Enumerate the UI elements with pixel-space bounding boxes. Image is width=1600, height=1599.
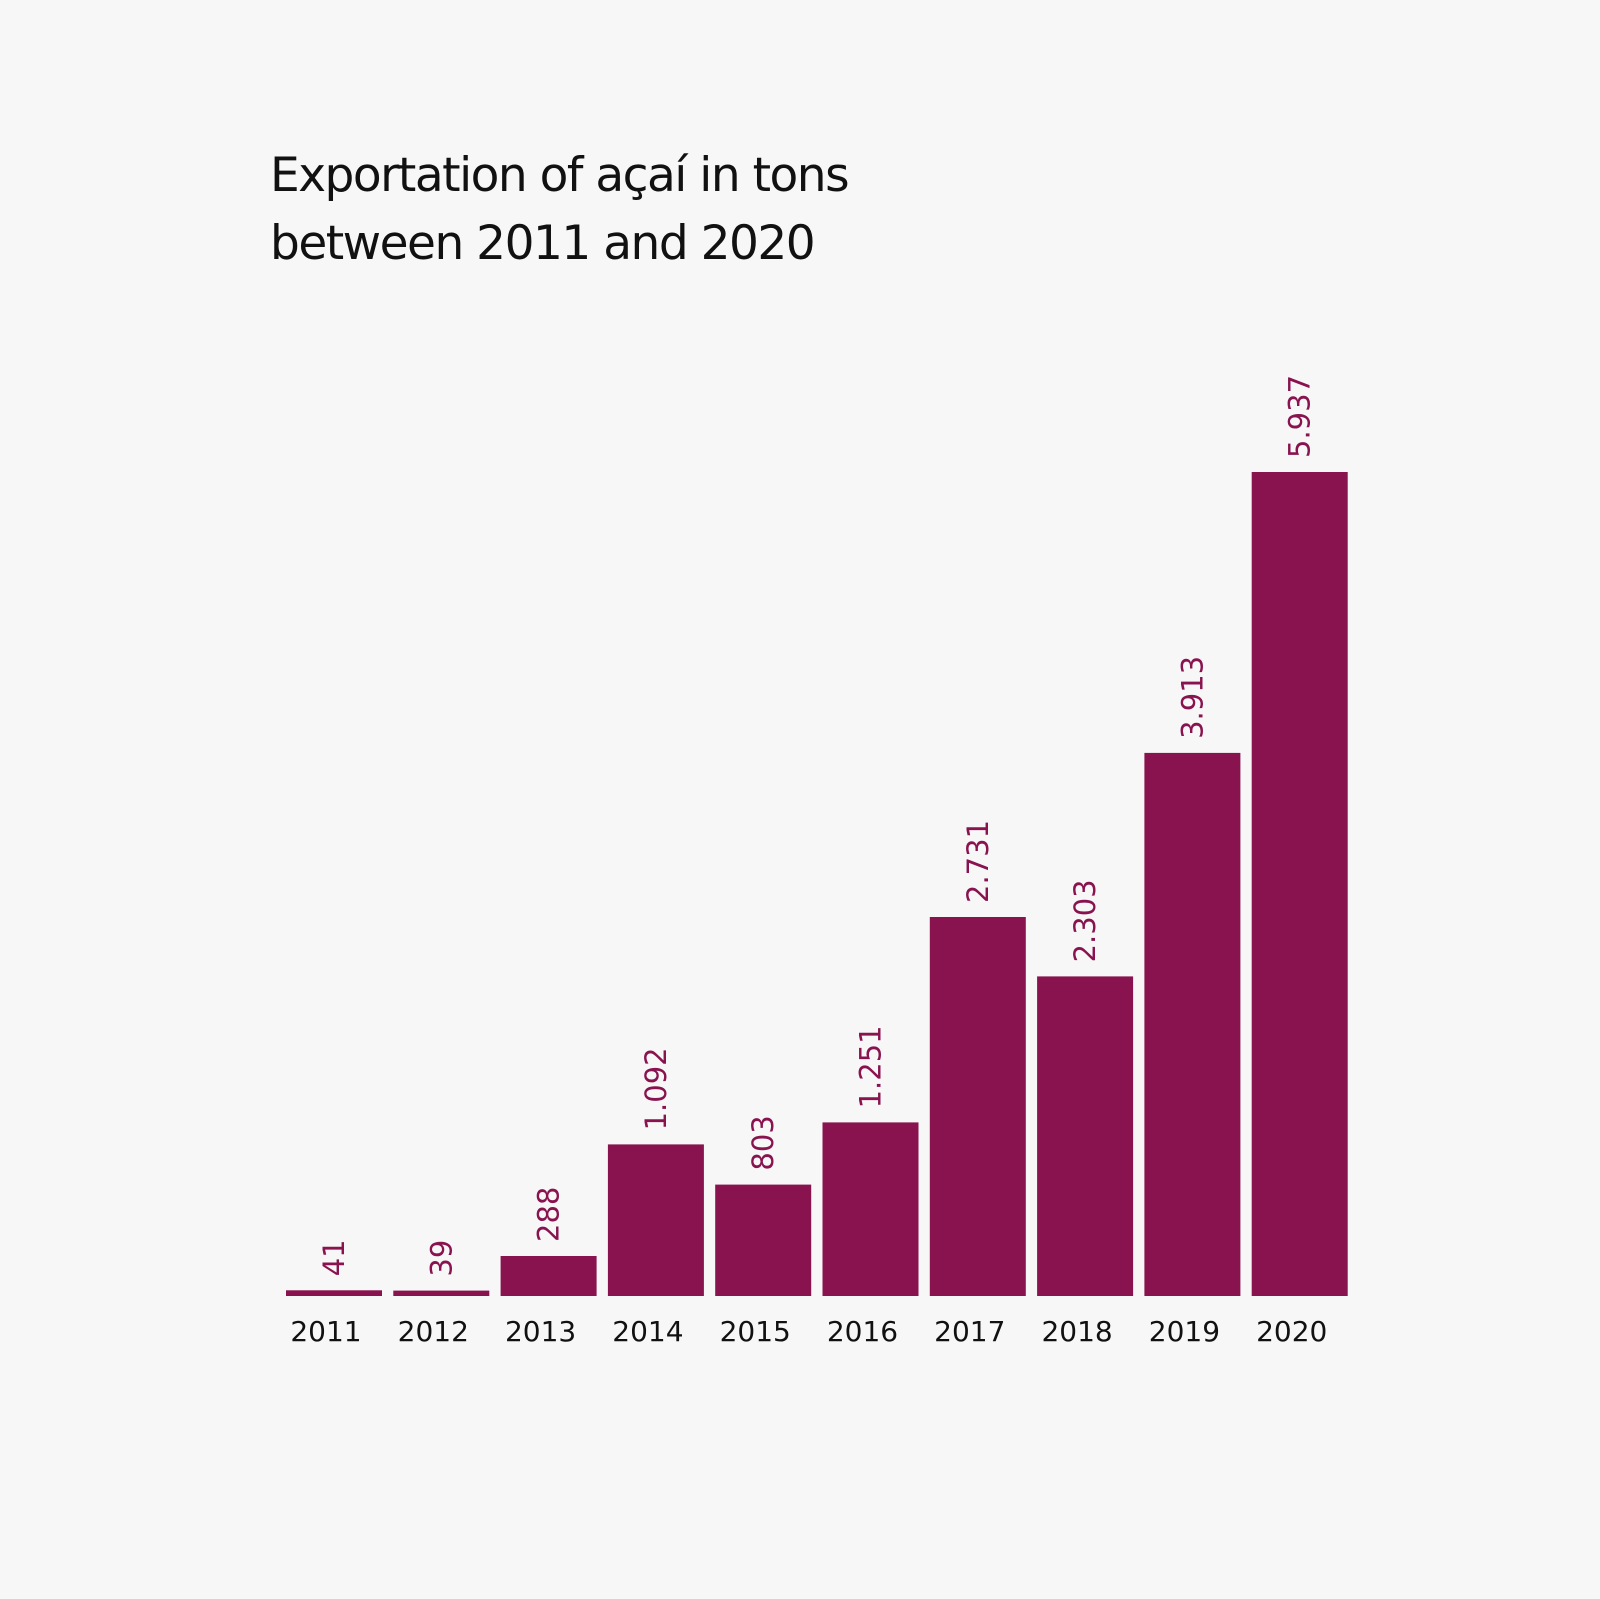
x-tick-label-2020: 2020 (1256, 1315, 1327, 1348)
data-label-2013: 288 (532, 1187, 566, 1242)
data-label-2012: 39 (424, 1240, 458, 1277)
bar-2019 (1144, 753, 1240, 1296)
data-label-2020: 5.937 (1283, 375, 1317, 458)
bar-2018 (1037, 976, 1133, 1296)
data-label-2015: 803 (746, 1115, 780, 1170)
x-tick-label-2018: 2018 (1041, 1315, 1112, 1348)
bar-2011 (286, 1290, 382, 1296)
bars-group (286, 472, 1348, 1296)
data-label-2016: 1.251 (854, 1025, 888, 1108)
data-label-2019: 3.913 (1175, 656, 1209, 739)
data-label-2018: 2.303 (1068, 879, 1102, 962)
data-label-2014: 1.092 (639, 1047, 673, 1130)
x-tick-label-2015: 2015 (720, 1315, 791, 1348)
bar-2015 (715, 1185, 811, 1296)
bar-2013 (501, 1256, 597, 1296)
x-tick-label-2011: 2011 (290, 1315, 361, 1348)
x-tick-label-2013: 2013 (505, 1315, 576, 1348)
x-tick-label-2012: 2012 (398, 1315, 469, 1348)
x-tick-label-2014: 2014 (612, 1315, 683, 1348)
bar-2014 (608, 1144, 704, 1296)
x-tick-label-2017: 2017 (934, 1315, 1005, 1348)
data-label-2011: 41 (317, 1239, 351, 1276)
bar-2020 (1252, 472, 1348, 1296)
x-axis-tick-labels: 2011 2012 2013 2014 2015 2016 2017 2018 2019 2020 (290, 1315, 1327, 1348)
x-tick-label-2019: 2019 (1149, 1315, 1220, 1348)
bar-2017 (930, 917, 1026, 1296)
bar-2016 (823, 1122, 919, 1296)
x-tick-label-2016: 2016 (827, 1315, 898, 1348)
data-label-2017: 2.731 (961, 820, 995, 903)
bar-2012 (393, 1291, 489, 1296)
